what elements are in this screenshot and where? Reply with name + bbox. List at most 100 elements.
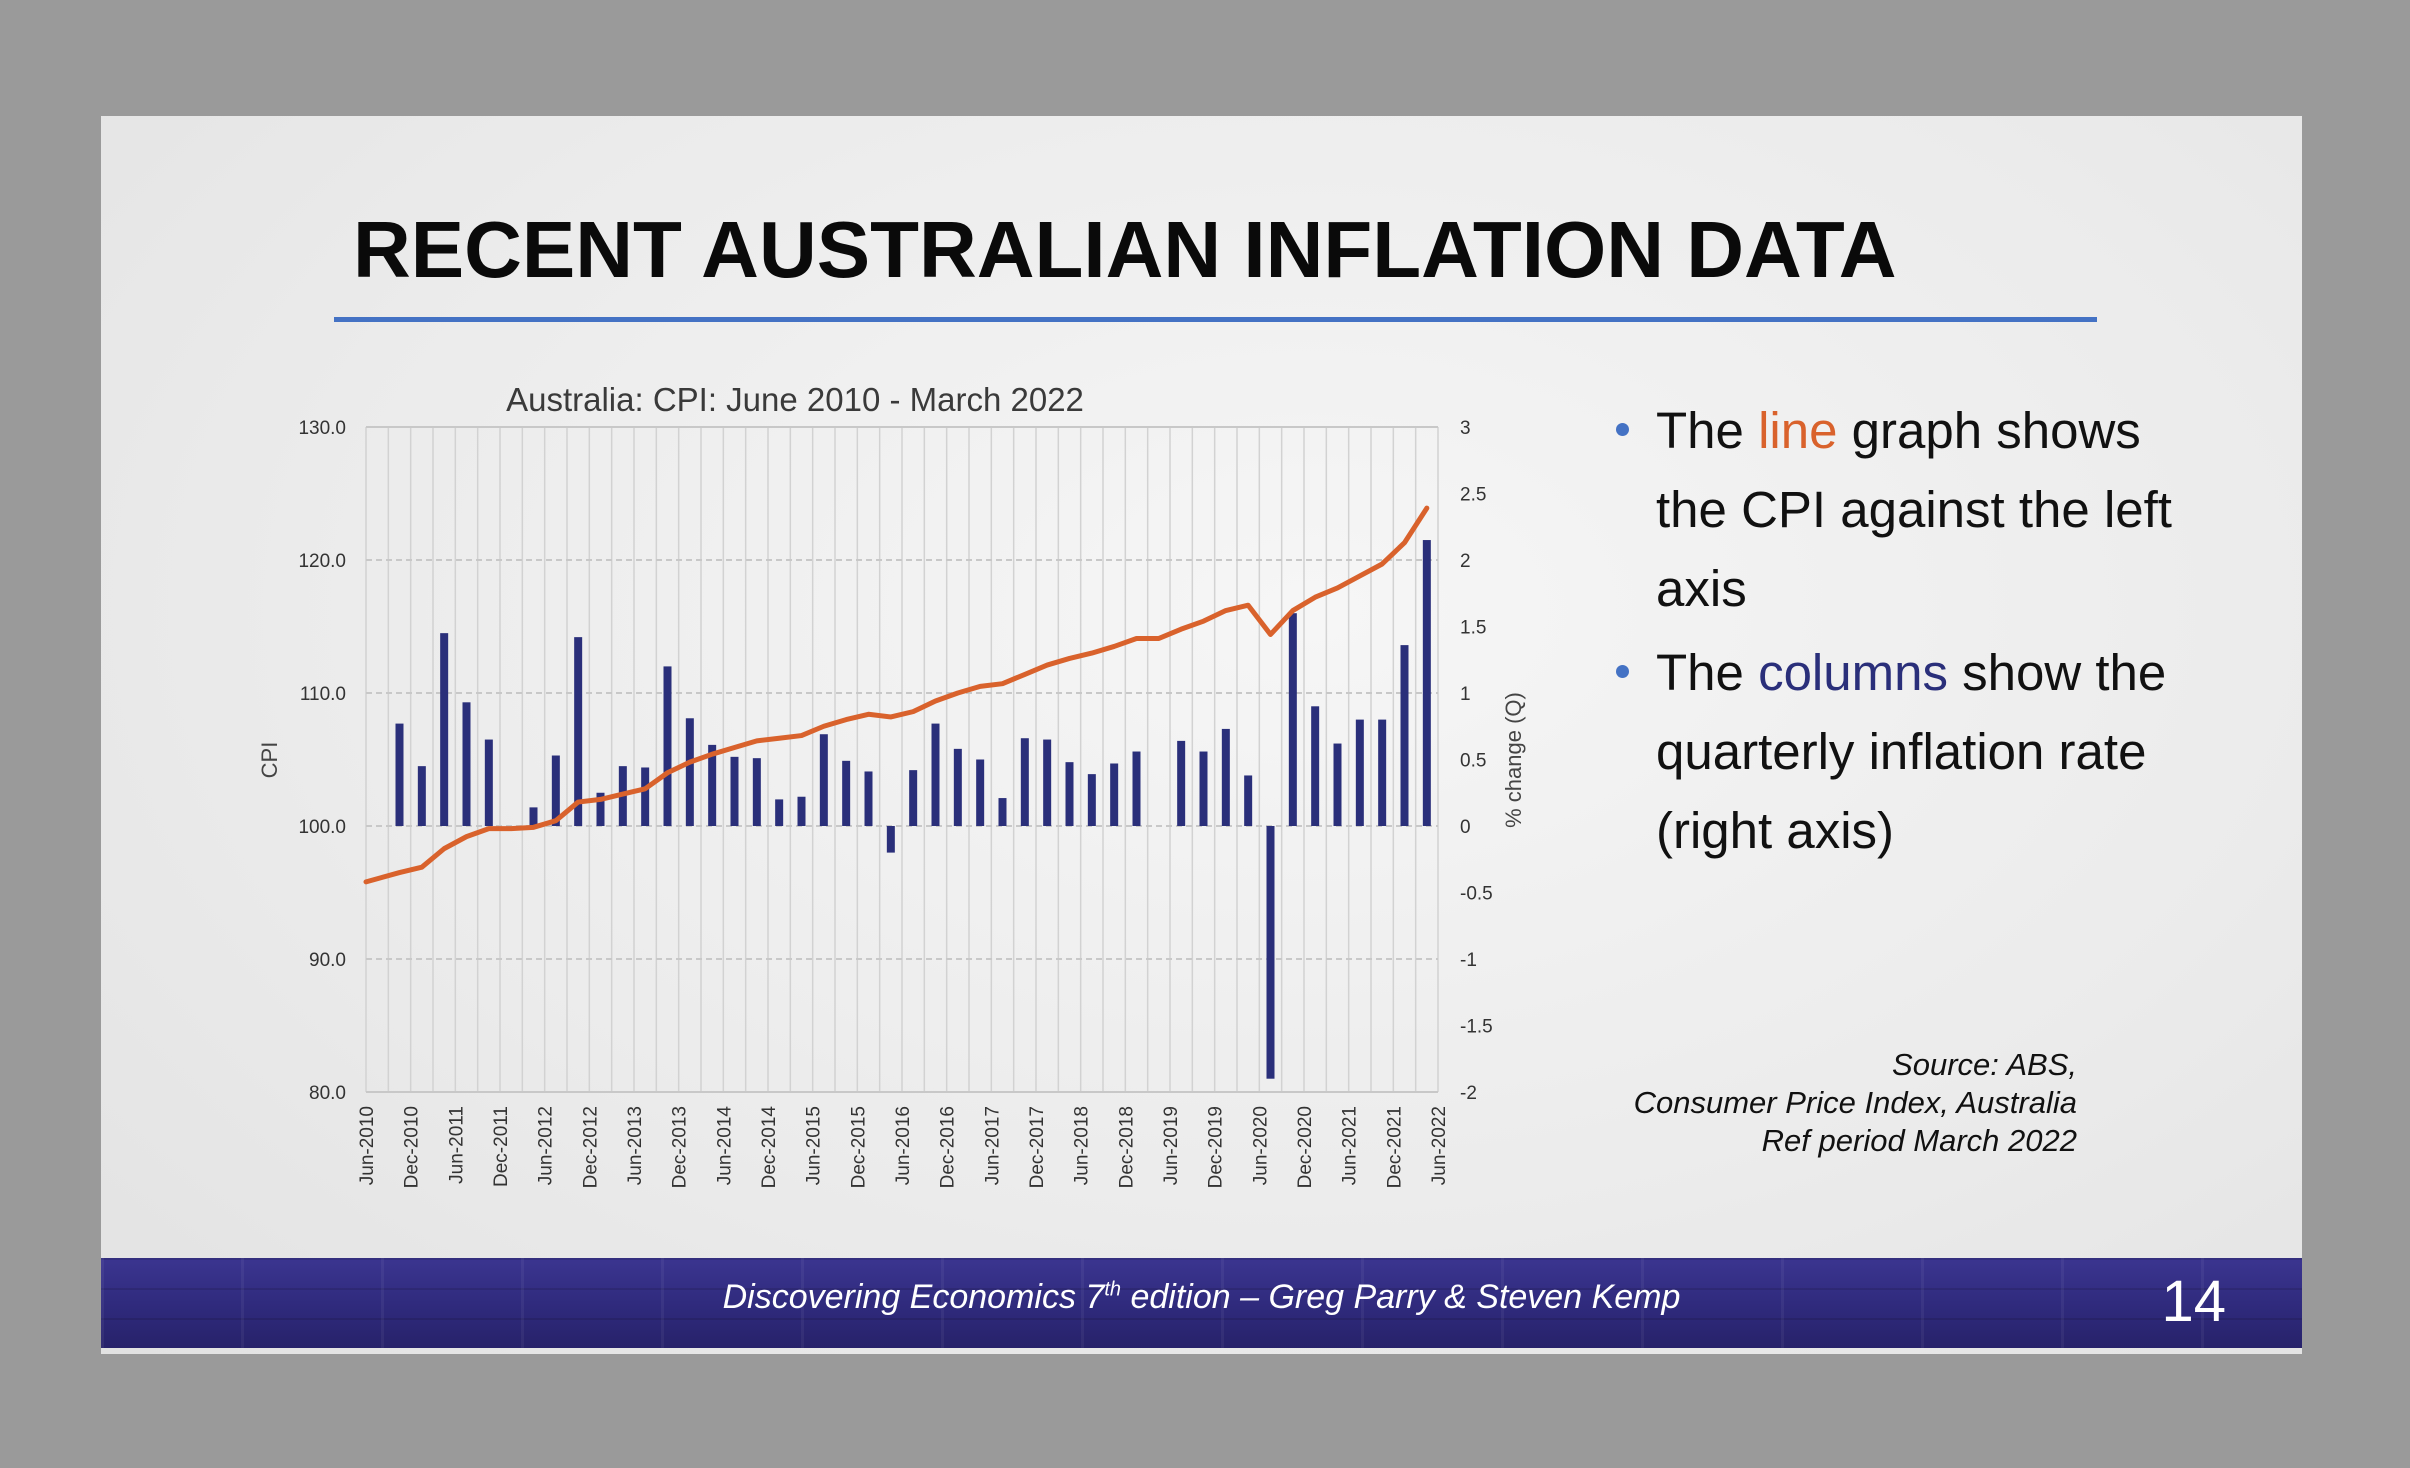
inflation-bar [529, 807, 538, 826]
inflation-bar [752, 758, 761, 826]
cpi-line [363, 505, 1430, 885]
inflation-bar [1400, 645, 1409, 826]
right-axis-tick-label: 1 [1460, 684, 1471, 705]
x-axis-tick-label: Jun-2015 [804, 1106, 825, 1185]
source-line: Consumer Price Index, Australia [1633, 1085, 2077, 1120]
inflation-bar [1378, 719, 1387, 826]
left-axis-tick-label: 110.0 [300, 684, 346, 705]
cpi-chart: Australia: CPI: June 2010 - March 2022 80… [257, 381, 1526, 1189]
right-axis-tick-label: -1 [1460, 950, 1477, 971]
source-note: Source: ABS, Consumer Price Index, Austr… [1561, 1046, 2077, 1160]
inflation-bar [1087, 774, 1096, 826]
inflation-bar [1020, 738, 1029, 826]
inflation-bar [842, 760, 851, 826]
x-axis-tick-label: Jun-2022 [1429, 1106, 1450, 1185]
inflation-bar [998, 798, 1007, 826]
left-axis-tick-label: 80.0 [309, 1083, 346, 1104]
left-axis-title: CPI [257, 742, 282, 779]
right-axis-tick-label: 2 [1460, 551, 1471, 572]
inflation-bar [775, 799, 784, 826]
inflation-bar [1199, 751, 1208, 826]
x-axis-tick-label: Jun-2010 [357, 1106, 378, 1185]
right-axis-tick-label: -2 [1460, 1083, 1477, 1104]
inflation-bar [663, 666, 672, 826]
inflation-bar [886, 826, 895, 853]
x-axis-tick-label: Dec-2018 [1116, 1106, 1137, 1188]
inflation-bar [1110, 763, 1119, 826]
inflation-bar [708, 744, 717, 826]
footer-credit-b: edition – Greg Parry & Steven Kemp [1121, 1278, 1681, 1316]
source-line: Ref period March 2022 [1761, 1123, 2077, 1158]
right-axis-tick-label: -0.5 [1460, 884, 1493, 905]
inflation-bar [1043, 739, 1052, 826]
x-axis-tick-label: Dec-2021 [1384, 1106, 1405, 1188]
x-axis-tick-label: Jun-2018 [1072, 1106, 1093, 1185]
inflation-bar [440, 633, 449, 826]
x-axis-tick-label: Jun-2020 [1250, 1106, 1271, 1185]
inflation-bar [1333, 743, 1342, 826]
x-axis-tick-label: Jun-2017 [982, 1106, 1003, 1185]
right-axis-tick-label: 0.5 [1460, 751, 1486, 772]
left-axis-tick-label: 90.0 [309, 950, 346, 971]
x-axis-tick-label: Jun-2012 [536, 1106, 557, 1185]
inflation-bar [1422, 540, 1431, 826]
inflation-bar [1266, 826, 1275, 1079]
footer-credit: Discovering Economics 7th edition – Greg… [101, 1278, 2302, 1317]
right-axis-tick-label: 0 [1460, 817, 1471, 838]
x-axis-tick-label: Dec-2012 [580, 1106, 601, 1188]
bullet-2-text-b: show the quarterly inflation rate (right… [1656, 644, 2167, 859]
inflation-bar [730, 756, 739, 826]
bullet-1-text-a: The [1656, 402, 1759, 459]
inflation-bar [574, 637, 583, 826]
inflation-bar [1244, 775, 1253, 826]
page-number: 14 [2161, 1269, 2226, 1334]
inflation-bar [1132, 751, 1141, 826]
right-axis-tick-label: -1.5 [1460, 1017, 1493, 1038]
x-axis-tick-label: Dec-2017 [1027, 1106, 1048, 1188]
x-axis-tick-label: Dec-2016 [938, 1106, 959, 1188]
bullet-list: The line graph shows the CPI against the… [1616, 391, 2176, 875]
source-line: Source: ABS, [1892, 1047, 2077, 1082]
x-axis-tick-label: Jun-2019 [1161, 1106, 1182, 1185]
x-axis-tick-label: Dec-2019 [1206, 1106, 1227, 1188]
bullet-columns: The columns show the quarterly inflation… [1616, 633, 2176, 870]
x-axis-tick-label: Jun-2021 [1340, 1106, 1361, 1185]
bullet-line-graph: The line graph shows the CPI against the… [1616, 391, 2176, 628]
title-underline [334, 317, 2097, 322]
inflation-bar [931, 723, 940, 826]
inflation-bar [417, 766, 426, 826]
x-axis-tick-label: Dec-2020 [1295, 1106, 1316, 1188]
inflation-bar [953, 748, 962, 826]
inflation-bar [551, 755, 560, 826]
inflation-bar [685, 718, 694, 826]
inflation-bar [864, 771, 873, 826]
left-axis-tick-label: 120.0 [298, 551, 346, 572]
footer-credit-a: Discovering Economics 7 [722, 1278, 1105, 1316]
x-axis-tick-label: Jun-2016 [893, 1106, 914, 1185]
x-axis-tick-label: Dec-2010 [402, 1106, 423, 1188]
inflation-bar [1311, 706, 1320, 826]
right-axis-tick-label: 1.5 [1460, 618, 1486, 639]
inflation-bar [797, 796, 806, 826]
bullet-1-text-b: graph shows the CPI against the left axi… [1656, 402, 2172, 617]
slide: RECENT AUSTRALIAN INFLATION DATA Austral… [101, 116, 2302, 1354]
inflation-bar [641, 767, 650, 826]
inflation-bar [596, 792, 605, 826]
slide-title: RECENT AUSTRALIAN INFLATION DATA [353, 205, 1897, 294]
x-axis-tick-label: Dec-2013 [670, 1106, 691, 1188]
inflation-bar [484, 739, 493, 826]
x-axis-tick-label: Dec-2015 [848, 1106, 869, 1188]
x-axis-tick-label: Dec-2014 [759, 1106, 780, 1189]
right-axis-tick-label: 3 [1460, 418, 1471, 439]
bullet-1-highlight: line [1758, 402, 1838, 459]
right-axis-title: % change (Q) [1501, 692, 1526, 828]
x-axis-tick-label: Jun-2013 [625, 1106, 646, 1185]
inflation-bar [976, 759, 985, 826]
bullet-2-highlight: columns [1758, 644, 1948, 701]
x-axis-tick-label: Dec-2011 [491, 1106, 512, 1187]
inflation-bar [819, 734, 828, 826]
inflation-bar [1177, 740, 1186, 826]
inflation-bar [395, 723, 404, 826]
x-axis-tick-label: Jun-2014 [714, 1106, 735, 1186]
inflation-bar [1221, 728, 1230, 826]
